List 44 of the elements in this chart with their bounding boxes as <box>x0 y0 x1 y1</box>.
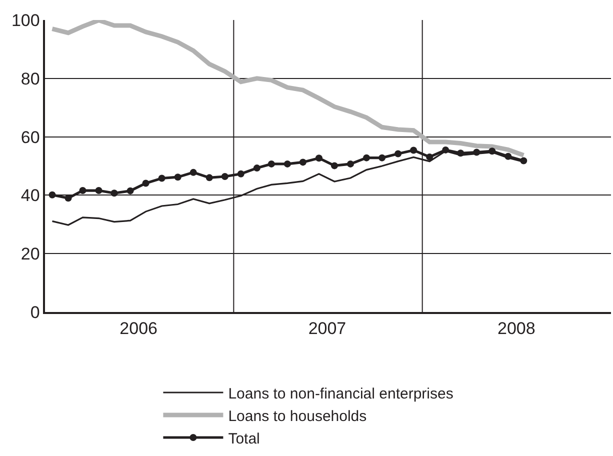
point <box>64 194 72 202</box>
point <box>284 160 291 168</box>
x-tick-label: 2007 <box>308 319 346 338</box>
y-tick-label: 20 <box>20 244 40 264</box>
point <box>442 146 450 154</box>
point <box>268 160 275 168</box>
legend-label: Loans to households <box>228 408 367 425</box>
point <box>299 158 306 166</box>
y-tick-label: 80 <box>20 69 40 88</box>
point <box>315 154 322 162</box>
point <box>206 174 213 182</box>
y-tick-label: 0 <box>30 302 40 322</box>
point <box>142 180 150 187</box>
point <box>520 157 528 164</box>
y-tick-label: 100 <box>11 10 40 30</box>
x-tick-label: 2008 <box>497 319 536 338</box>
legend-label: Total <box>228 430 260 448</box>
point <box>221 173 228 180</box>
point <box>126 187 134 194</box>
point <box>237 170 244 178</box>
point <box>363 154 370 162</box>
point <box>426 153 434 160</box>
point <box>110 190 118 197</box>
y-tick-label: 40 <box>20 186 40 206</box>
point <box>190 168 197 176</box>
point <box>253 164 260 172</box>
point <box>95 187 102 194</box>
point <box>378 154 386 162</box>
point <box>457 150 464 157</box>
point <box>79 187 86 194</box>
point <box>174 174 182 181</box>
y-tick-label: 60 <box>20 128 40 147</box>
point <box>488 148 496 155</box>
line-series <box>50 20 526 158</box>
point <box>48 191 56 198</box>
point <box>346 160 354 168</box>
point <box>504 152 512 160</box>
point <box>410 146 418 154</box>
point <box>330 162 338 170</box>
x-tick-label: 2006 <box>120 319 158 338</box>
point <box>394 150 402 158</box>
point <box>473 148 480 156</box>
point <box>158 174 166 182</box>
legend-label: Loans to non-financial enterprises <box>228 385 454 402</box>
